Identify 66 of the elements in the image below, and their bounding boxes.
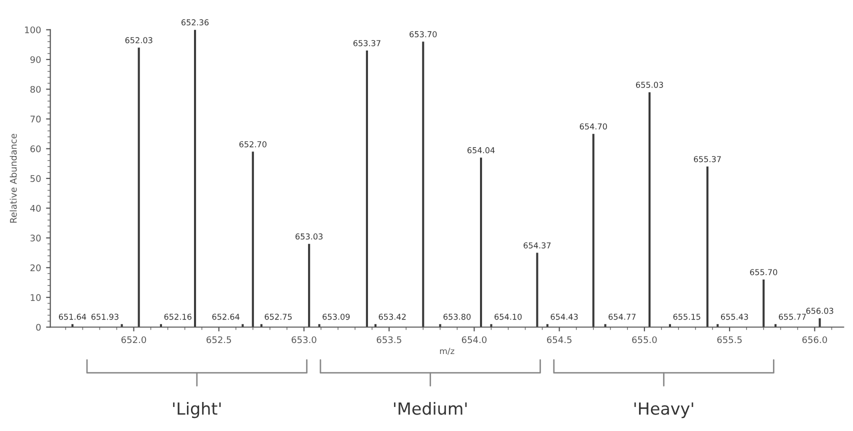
y-tick-label: 40 xyxy=(30,204,41,212)
text: 'Light' xyxy=(173,402,221,418)
annotation: 652.64 xyxy=(212,314,240,320)
bar xyxy=(762,280,765,328)
text: 'Heavy' xyxy=(634,402,694,418)
bar xyxy=(706,166,708,328)
y-tick-label: 20 xyxy=(30,264,41,272)
bar xyxy=(308,244,310,328)
x-tick-label: 654.0 xyxy=(462,336,487,344)
annotation: 654.70 xyxy=(580,123,607,130)
x-tick-label: 656.0 xyxy=(802,336,827,344)
x-tick-label: 652.5 xyxy=(206,336,231,344)
y-tick-label: 80 xyxy=(30,86,41,93)
x-tick-label: 653.5 xyxy=(376,336,402,344)
annotation: 654.37 xyxy=(524,242,551,248)
y-tick-label: 90 xyxy=(30,56,41,64)
bar xyxy=(194,30,196,328)
bar xyxy=(366,50,368,328)
annotation: 655.77 xyxy=(778,314,806,320)
bar xyxy=(490,324,492,328)
annotation: 653.42 xyxy=(378,314,406,320)
annotation: 653.37 xyxy=(353,40,380,46)
y-tick-label: 70 xyxy=(30,116,41,123)
annotation: 654.10 xyxy=(494,314,522,320)
x-tick-label: 654.5 xyxy=(547,336,572,344)
y-tick-label: 50 xyxy=(30,175,41,182)
annotation: 656.03 xyxy=(806,308,834,314)
bar xyxy=(422,42,424,328)
bar xyxy=(138,48,140,328)
annotation: 655.03 xyxy=(636,82,663,88)
x-tick-label: 652.0 xyxy=(121,336,146,344)
bar xyxy=(818,318,821,328)
bar xyxy=(648,92,651,328)
annotation: 651.93 xyxy=(91,314,118,320)
annotation: 654.43 xyxy=(550,314,578,320)
bar xyxy=(252,152,254,328)
annotation: 652.70 xyxy=(239,141,266,148)
annotation: 653.09 xyxy=(322,314,350,320)
y-axis-title: Relative Abundance xyxy=(10,134,17,223)
x-tick-label: 655.5 xyxy=(717,336,742,344)
x-tick-label: 653.0 xyxy=(292,336,316,344)
annotation: 654.77 xyxy=(608,314,636,320)
annotation: 655.15 xyxy=(673,314,700,320)
x-tick-label: 655.0 xyxy=(632,336,657,344)
y-tick-label: 10 xyxy=(30,294,41,301)
annotation: 653.70 xyxy=(410,31,437,38)
y-tick-label: 100 xyxy=(25,26,41,34)
bar xyxy=(480,158,482,328)
annotation: 654.04 xyxy=(467,147,495,154)
annotation: 652.75 xyxy=(264,314,292,320)
annotation: 655.70 xyxy=(750,269,778,276)
annotation: 651.64 xyxy=(58,314,86,320)
annotation: 652.16 xyxy=(164,314,192,320)
annotation: 652.03 xyxy=(125,37,152,44)
annotation: 653.03 xyxy=(296,233,323,240)
annotation: 655.37 xyxy=(694,156,721,162)
bar xyxy=(536,252,538,328)
bar xyxy=(592,134,594,328)
annotation: 655.43 xyxy=(720,314,748,320)
y-tick-label: 0 xyxy=(36,324,41,331)
text: 'Medium' xyxy=(394,402,467,415)
annotation: 652.36 xyxy=(181,19,209,26)
x-axis-title: m/z xyxy=(440,348,454,355)
y-tick-label: 60 xyxy=(30,145,41,152)
annotation: 653.80 xyxy=(444,314,471,320)
y-tick-label: 30 xyxy=(30,234,41,242)
